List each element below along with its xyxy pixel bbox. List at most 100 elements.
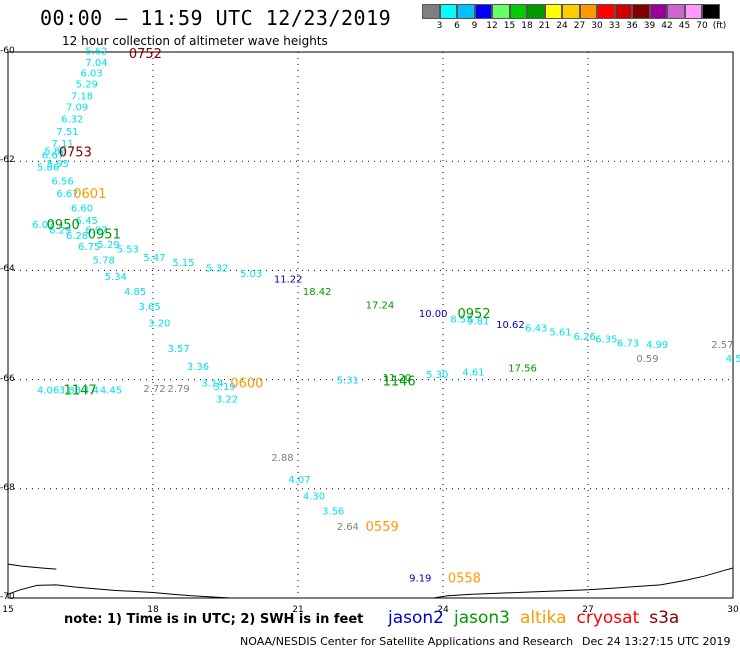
wave-height-value: 5.29: [97, 240, 119, 251]
pass-time-label: 0558: [448, 571, 481, 586]
colorbar-swatch: [579, 4, 597, 19]
wave-height-value: 5.61: [549, 328, 571, 339]
colorbar-swatch: [632, 4, 650, 19]
wave-height-value: 4.4: [83, 385, 99, 396]
colorbar-swatch: [597, 4, 615, 19]
wave-height-value: 5.31: [337, 376, 359, 387]
colorbar-label: 27: [573, 21, 586, 31]
wave-height-value: 5.34: [105, 272, 127, 283]
colorbar-swatch: [474, 4, 492, 19]
wave-height-value: 4.53: [726, 354, 740, 365]
colorbar-swatch: [527, 4, 545, 19]
footnote: note: 1) Time is in UTC; 2) SWH is in fe…: [64, 612, 364, 627]
wave-height-value: 3.57: [168, 344, 190, 355]
wave-height-value: 6.56: [52, 176, 74, 187]
legend-item-cryosat: cryosat: [576, 608, 640, 628]
wave-height-value: 6.97: [85, 225, 107, 236]
wave-height-value: 3.88: [59, 385, 81, 396]
wave-height-value: 2.88: [271, 453, 293, 464]
map-title: 00:00 – 11:59 UTC 12/23/2019: [40, 6, 392, 30]
credit-line: NOAA/NESDIS Center for Satellite Applica…: [240, 635, 574, 648]
pass-time-label: 0752: [129, 47, 162, 62]
wave-height-value: 4.30: [303, 491, 325, 502]
generation-timestamp: Dec 24 13:27:15 UTC 2019: [582, 635, 731, 648]
colorbar-label: (ft): [712, 21, 727, 31]
wave-height-value: 6.26: [574, 332, 596, 343]
wave-height-value: 4.45: [100, 385, 122, 396]
colorbar-label: 45: [678, 21, 691, 31]
colorbar-swatch: [422, 4, 440, 19]
latitude-label: -70: [0, 592, 15, 602]
wave-height-value: 5.78: [93, 255, 115, 266]
wave-height-value: 6.45: [76, 216, 98, 227]
colorbar-label: 33: [608, 21, 621, 31]
colorbar-swatch: [509, 4, 527, 19]
wave-height-value: 5.86: [44, 146, 66, 157]
wave-height-value: 9.19: [409, 573, 431, 584]
colorbar-swatch: [649, 4, 667, 19]
legend-item-jason3: jason3: [454, 608, 510, 628]
wave-height-value: 5.95: [47, 159, 69, 170]
wave-height-value: 4.61: [462, 367, 484, 378]
wave-height-value: 7.11: [52, 139, 74, 150]
wave-height-value: 2.64: [337, 522, 359, 533]
colorbar-label: 12: [486, 21, 498, 31]
colorbar-label: 6: [454, 21, 460, 31]
wave-height-value: 7.18: [71, 92, 93, 103]
wave-height-value: 5.03: [240, 269, 262, 280]
wave-height-value: 6.35: [595, 335, 617, 346]
colorbar-label: 30: [591, 21, 603, 31]
longitude-label: 15: [2, 605, 14, 615]
pass-time-label: 0950: [47, 218, 80, 233]
latitude-label: -64: [0, 264, 15, 275]
wave-height-value: 7.51: [56, 127, 78, 138]
longitude-label: 30: [727, 605, 739, 615]
wave-height-value: 3.19: [213, 382, 235, 393]
legend-item-altika: altika: [520, 608, 567, 628]
coastline: [433, 567, 734, 599]
wave-height-value: 11.20: [383, 373, 412, 384]
longitude-label: 21: [292, 605, 304, 615]
wave-height-value: 3.22: [216, 395, 238, 406]
map-subtitle: 12 hour collection of altimeter wave hei…: [62, 34, 328, 48]
colorbar-swatch: [702, 4, 720, 19]
pass-time-label: 1147: [64, 383, 97, 398]
colorbar-label: 39: [643, 21, 656, 31]
wave-height-value: 2.57: [711, 340, 733, 351]
wave-height-value: 3.36: [187, 362, 209, 373]
colorbar-swatch: [457, 4, 475, 19]
colorbar-swatch: [667, 4, 685, 19]
wave-height-value: 5.29: [76, 80, 98, 91]
legend-item-s3a: s3a: [649, 608, 680, 628]
wave-height-value: 4.07: [288, 475, 310, 486]
wave-height-value: 6.73: [617, 338, 639, 349]
colorbar-label: 15: [503, 21, 516, 31]
wave-height-value: 5.53: [117, 245, 139, 256]
colorbar-label: 70: [696, 21, 708, 31]
pass-time-label: 1146: [383, 375, 416, 390]
colorbar-swatch: [562, 4, 580, 19]
wave-height-value: 6.67: [56, 189, 78, 200]
latitude-label: -68: [0, 482, 15, 493]
longitude-label: 27: [582, 605, 594, 615]
wave-height-value: 11.22: [274, 275, 303, 286]
pass-time-label: 0600: [230, 376, 263, 391]
pass-time-label: 0559: [366, 520, 399, 535]
colorbar-label: 21: [538, 21, 551, 31]
pass-time-label: 0951: [88, 227, 121, 242]
colorbar-label: 24: [556, 21, 568, 31]
wave-height-value: 6.75: [78, 242, 100, 253]
wave-height-value: 5.30: [426, 370, 448, 381]
wave-height-colorbar: [422, 4, 720, 19]
wave-height-value: 7.09: [66, 103, 88, 114]
map-frame: [7, 51, 734, 599]
wave-height-value: 2.79: [168, 384, 190, 395]
wave-height-value: 6.60: [71, 204, 93, 215]
wave-height-value: 5.15: [172, 258, 194, 269]
wave-height-value: 10.62: [496, 320, 525, 331]
colorbar-label: 18: [521, 21, 533, 31]
latitude-label: -62: [0, 155, 15, 166]
wave-height-value: 18.42: [303, 287, 332, 298]
wave-height-value: 3.65: [139, 302, 161, 313]
